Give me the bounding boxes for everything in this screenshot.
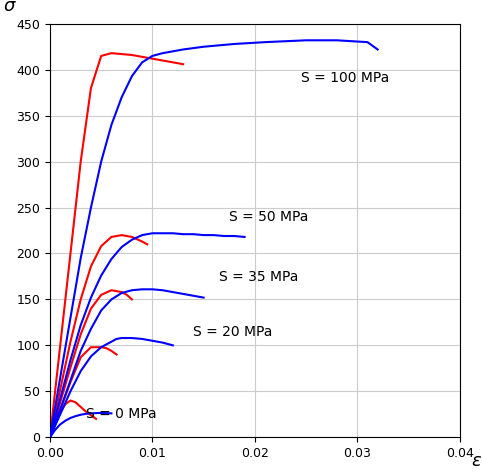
Text: S = 0 MPa: S = 0 MPa bbox=[86, 407, 157, 421]
Text: S = 20 MPa: S = 20 MPa bbox=[193, 325, 273, 339]
X-axis label: ε: ε bbox=[471, 452, 481, 470]
Text: S = 35 MPa: S = 35 MPa bbox=[219, 270, 298, 284]
Y-axis label: σ: σ bbox=[3, 0, 15, 16]
Text: S = 50 MPa: S = 50 MPa bbox=[229, 210, 308, 224]
Text: S = 100 MPa: S = 100 MPa bbox=[301, 71, 389, 86]
